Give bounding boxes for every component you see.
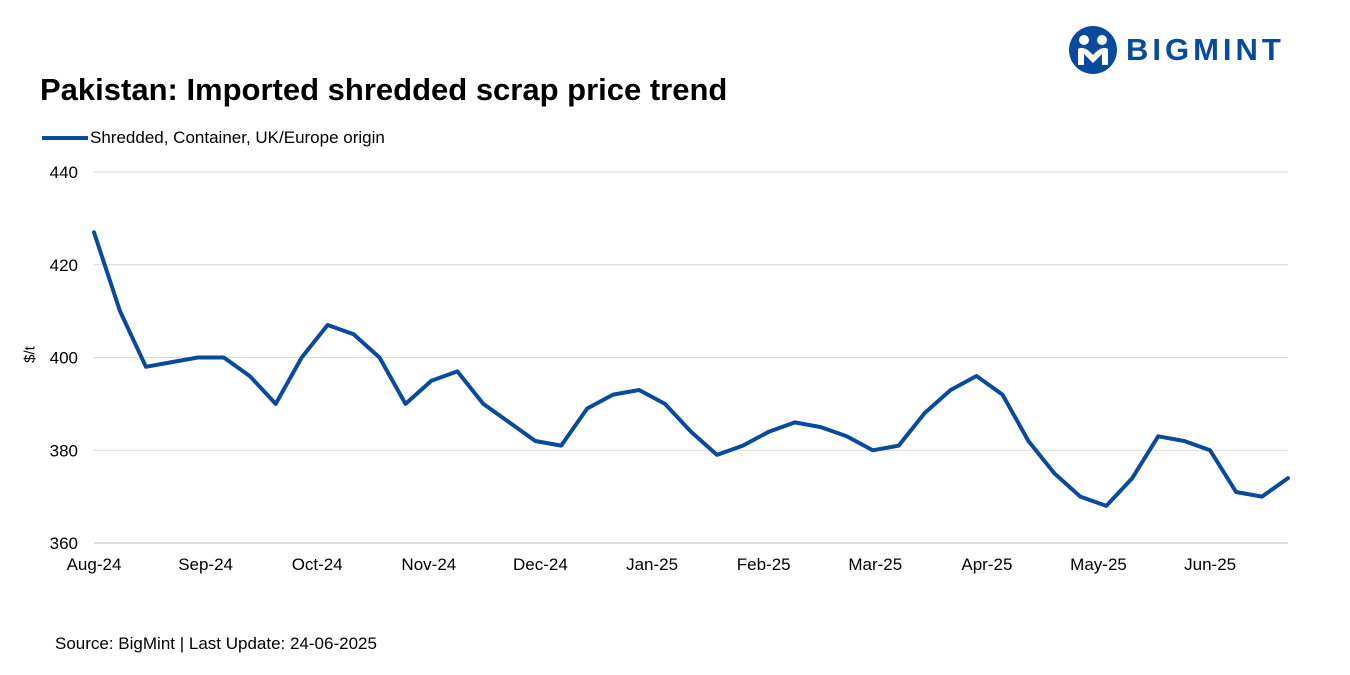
x-tick-label: Sep-24 [178, 555, 233, 574]
x-tick-label: May-25 [1070, 555, 1127, 574]
x-tick-label: Jan-25 [626, 555, 678, 574]
y-axis-ticks: 360 380 400 420 440 [50, 163, 78, 553]
brand-logo: BIGMINT [1068, 24, 1285, 76]
x-tick-label: Nov-24 [401, 555, 456, 574]
legend: Shredded, Container, UK/Europe origin [42, 128, 385, 148]
y-tick-label: 380 [50, 441, 78, 460]
y-tick-label: 360 [50, 534, 78, 553]
chart-title: Pakistan: Imported shredded scrap price … [40, 72, 728, 107]
gridlines [94, 171, 1288, 544]
y-tick-label: 400 [50, 349, 78, 368]
x-tick-label: Mar-25 [848, 555, 902, 574]
bigmint-people-logo-icon [1069, 26, 1117, 74]
source-note: Source: BigMint | Last Update: 24-06-202… [55, 634, 377, 653]
x-tick-label: Apr-25 [961, 555, 1012, 574]
x-tick-label: Jun-25 [1184, 555, 1236, 574]
y-tick-label: 440 [50, 163, 78, 182]
y-tick-label: 420 [50, 256, 78, 275]
x-tick-label: Aug-24 [67, 555, 122, 574]
x-axis-ticks: Aug-24 Sep-24 Oct-24 Nov-24 Dec-24 Jan-25 Feb-… [67, 555, 1237, 574]
line-chart: 360 380 400 420 440 Aug-24 Sep-24 Oct-24 Nov-24… [50, 163, 1290, 574]
x-tick-label: Dec-24 [513, 555, 568, 574]
legend-swatch [42, 136, 88, 140]
x-tick-label: Feb-25 [737, 555, 791, 574]
series-line-shredded-container-uk-europe [92, 230, 1290, 508]
x-tick-label: Oct-24 [292, 555, 343, 574]
legend-label: Shredded, Container, UK/Europe origin [90, 128, 385, 147]
brand-name: BIGMINT [1126, 32, 1285, 67]
series-layer [92, 230, 1290, 508]
